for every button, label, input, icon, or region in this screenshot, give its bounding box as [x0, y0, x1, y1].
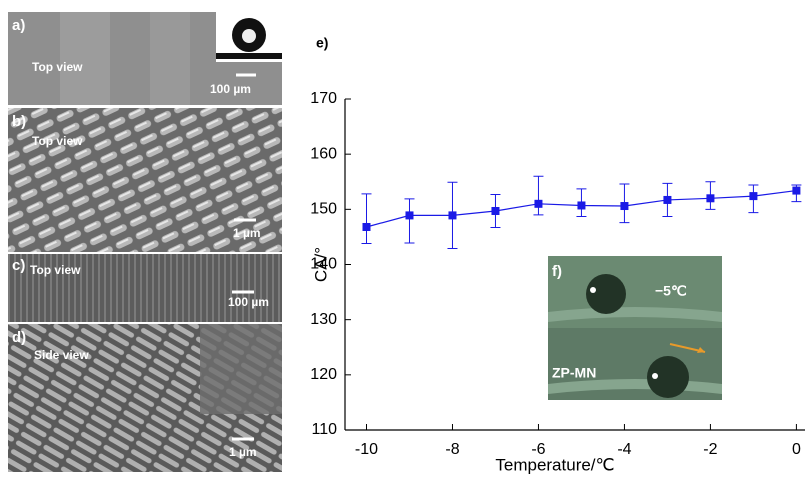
error-bar	[361, 194, 371, 244]
panel-label: e)	[316, 35, 328, 51]
marker	[362, 223, 370, 231]
marker	[534, 200, 542, 208]
panel-label: b)	[12, 113, 26, 130]
panel-caption: Top view	[32, 60, 83, 74]
marker	[448, 211, 456, 219]
x-tick-label: -10	[355, 441, 378, 458]
x-tick-label: -8	[445, 441, 459, 458]
droplet-highlight	[242, 29, 256, 43]
droplet	[586, 274, 626, 314]
sem-texture	[60, 12, 110, 105]
error-bar	[533, 176, 543, 215]
sem-blur	[200, 324, 282, 414]
y-tick-label: 160	[310, 145, 337, 162]
inset-sample: ZP-MN	[552, 365, 596, 381]
panel-caption: Side view	[34, 348, 89, 362]
figure: a) Top view 100 µm b) Top view 1 µm c) T…	[0, 0, 809, 482]
scale-label: 100 µm	[228, 295, 269, 309]
scale-label: 1 µm	[233, 226, 261, 240]
panel-label: d)	[12, 329, 26, 346]
scale-label: 1 µm	[229, 445, 257, 459]
sem-texture	[150, 12, 190, 105]
x-tick-label: -2	[703, 441, 717, 458]
y-tick-label: 170	[310, 90, 337, 107]
marker	[792, 187, 800, 195]
marker	[749, 192, 757, 200]
droplet-highlight	[652, 373, 658, 379]
marker	[663, 196, 671, 204]
y-axis-label: CA/°	[311, 247, 330, 282]
error-bar	[404, 199, 414, 243]
droplet-highlight	[590, 287, 596, 293]
marker	[706, 194, 714, 202]
panel-caption: Top view	[30, 263, 81, 277]
marker	[577, 201, 585, 209]
y-tick-label: 150	[310, 201, 337, 218]
marker	[491, 207, 499, 215]
panel-label: c)	[12, 257, 25, 274]
y-tick-label: 120	[310, 366, 337, 383]
inset-label: f)	[552, 263, 562, 280]
y-tick-label: 110	[311, 421, 337, 438]
x-axis-label: Temperature/℃	[495, 455, 614, 474]
scale-label: 100 µm	[210, 82, 251, 96]
marker	[620, 202, 628, 210]
x-tick-label: -4	[617, 441, 631, 458]
x-tick-label: 0	[792, 441, 801, 458]
marker	[405, 211, 413, 219]
panel-label: a)	[12, 17, 25, 34]
panel-caption: Top view	[32, 134, 83, 148]
y-tick-label: 130	[310, 311, 337, 328]
substrate	[216, 53, 282, 59]
inset-temperature: −5℃	[655, 283, 687, 299]
